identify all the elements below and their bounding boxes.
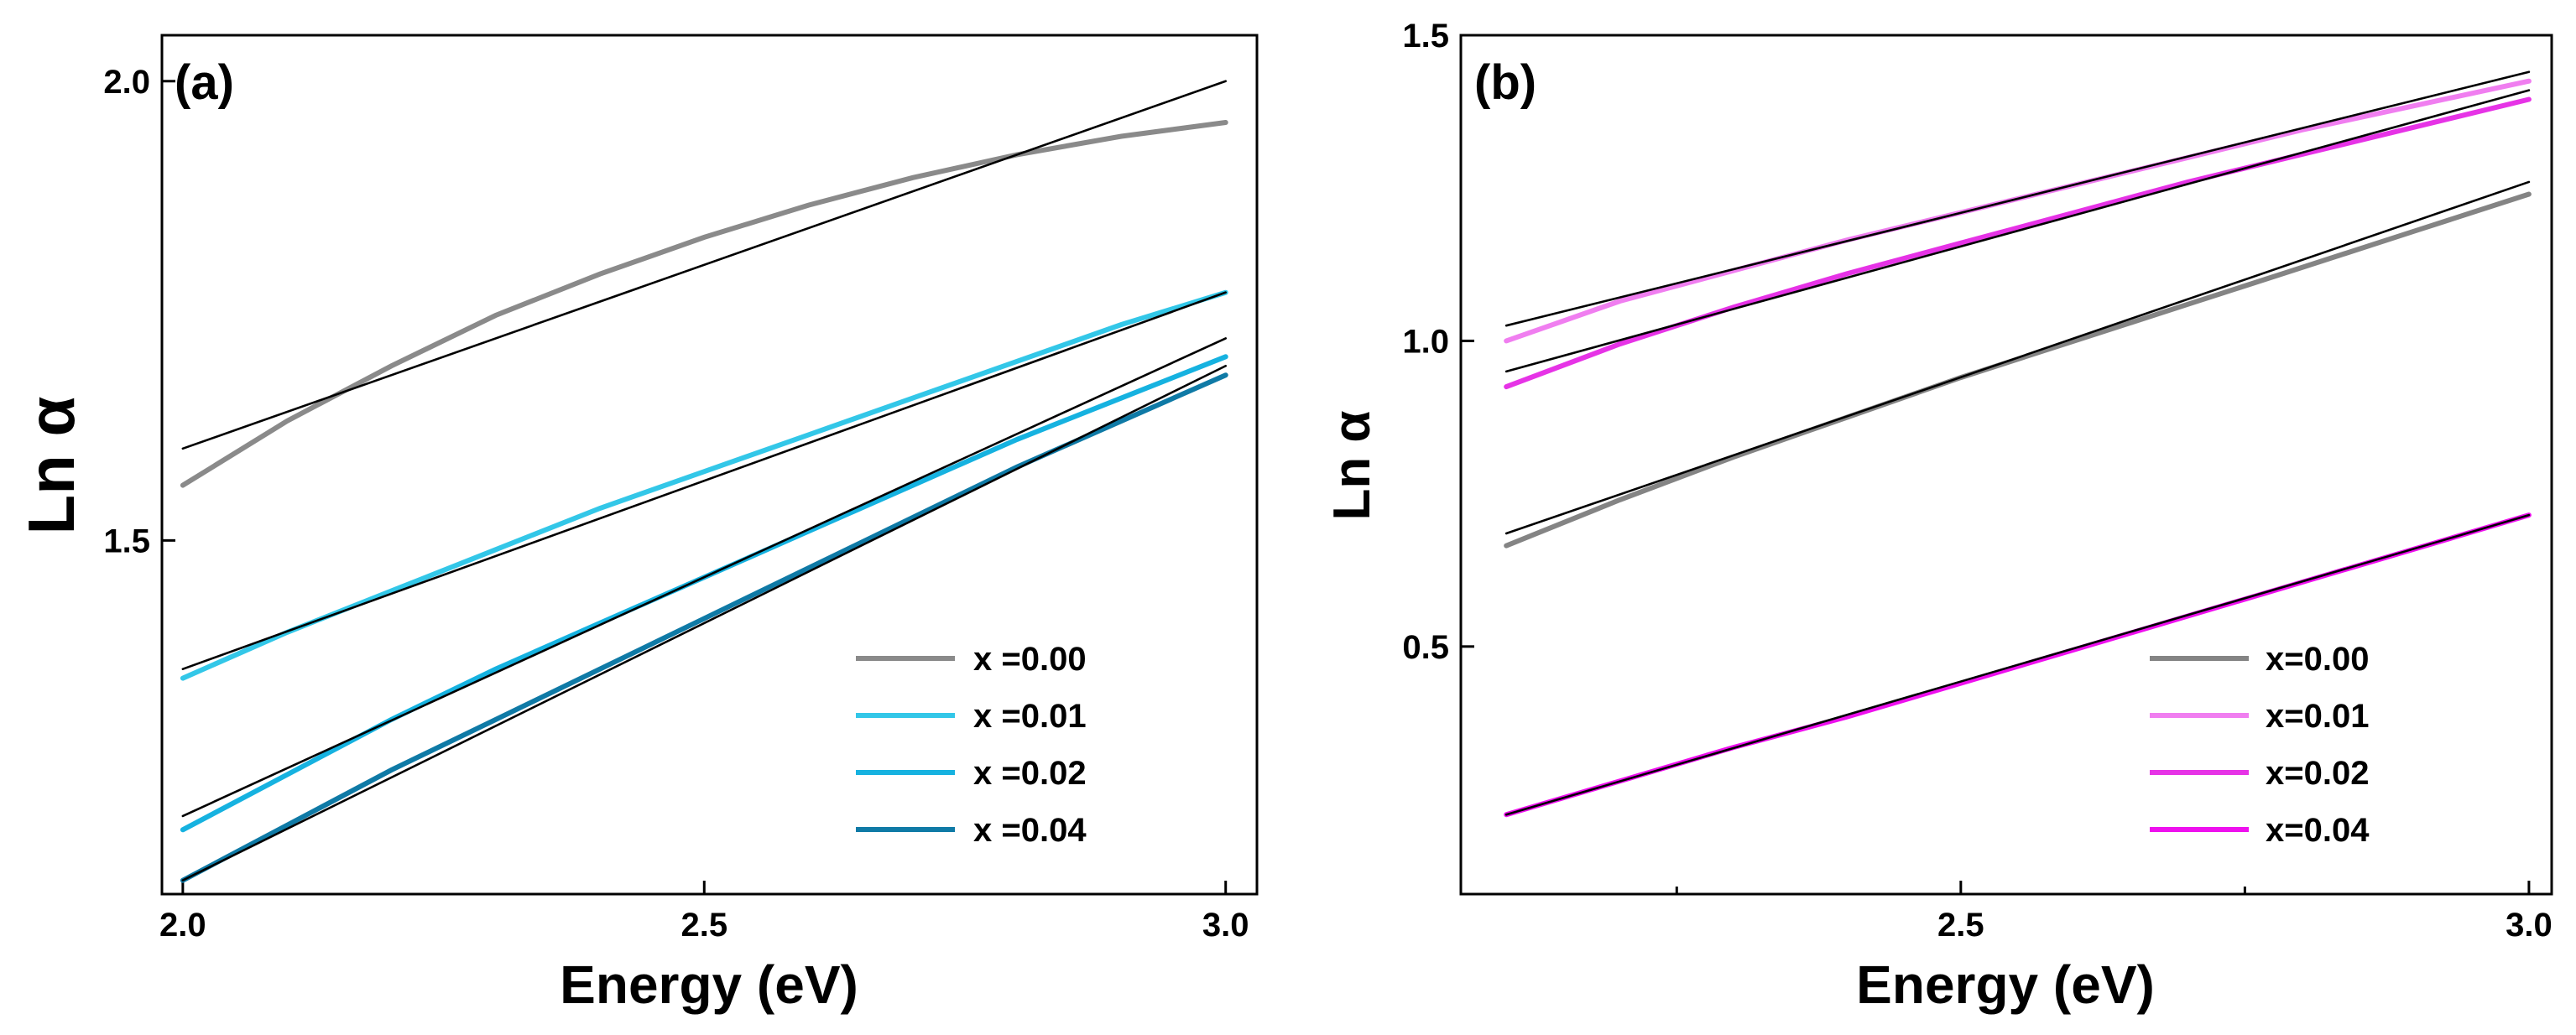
x-tick-label: 2.0 bbox=[159, 907, 206, 944]
legend-label-2: x =0.01 bbox=[973, 698, 1087, 735]
y-tick-label: 0.5 bbox=[1402, 629, 1449, 666]
panel-b-legend: x=0.00 x=0.01 x=0.02 x=0.04 bbox=[2150, 641, 2370, 849]
legend-label-3: x =0.02 bbox=[973, 755, 1087, 792]
fit-line-1 bbox=[181, 80, 1228, 450]
fit-line-2 bbox=[181, 291, 1228, 670]
panel-a-legend: x =0.00 x =0.01 x =0.02 x =0.04 bbox=[856, 641, 1087, 849]
series-line-2 bbox=[1504, 78, 2532, 344]
fit-line-4 bbox=[1504, 513, 2531, 816]
legend-label-1: x =0.00 bbox=[973, 641, 1087, 678]
panel-a-x-axis-label: Energy (eV) bbox=[560, 954, 858, 1015]
y-tick-label: 1.0 bbox=[1402, 323, 1449, 360]
x-tick-label: 2.5 bbox=[1937, 907, 1984, 944]
panel-a-plot-frame bbox=[160, 34, 1259, 896]
series-line-2 bbox=[180, 289, 1228, 681]
panel-b-series bbox=[1504, 78, 2532, 818]
y-tick-label: 2.0 bbox=[103, 64, 150, 101]
legend-label-2: x=0.01 bbox=[2266, 698, 2369, 735]
panel-b-fit-lines bbox=[1504, 70, 2531, 816]
series-line-1 bbox=[180, 120, 1228, 488]
panel-a-label: (a) bbox=[175, 55, 234, 110]
panel-b-x-axis-label: Energy (eV) bbox=[1856, 954, 2155, 1015]
x-tick-label: 3.0 bbox=[2506, 907, 2553, 944]
panel-a-fit-lines bbox=[181, 80, 1228, 882]
legend-label-3: x=0.02 bbox=[2266, 755, 2369, 792]
y-tick-label: 1.5 bbox=[1402, 18, 1449, 55]
panel-a-ticks: 2.0 2.5 3.0 1.5 2.0 bbox=[103, 64, 1249, 944]
panel-b: 2.5 3.0 0.5 1.0 1.5 (b) Energy (eV) Ln α x=0… bbox=[1323, 18, 2553, 1015]
x-tick-label: 2.5 bbox=[681, 907, 727, 944]
fit-line-4 bbox=[181, 364, 1228, 882]
panel-a: 2.0 2.5 3.0 1.5 2.0 (a) Energy (eV) Ln α x =… bbox=[14, 34, 1259, 1015]
x-tick-label: 3.0 bbox=[1202, 907, 1249, 944]
panel-b-label: (b) bbox=[1474, 55, 1536, 110]
legend-label-1: x=0.00 bbox=[2266, 641, 2369, 678]
series-line-1 bbox=[1504, 191, 2532, 549]
panel-a-y-axis-label: Ln α bbox=[14, 396, 88, 534]
legend-label-4: x=0.04 bbox=[2266, 812, 2370, 849]
panel-b-plot-frame bbox=[1459, 34, 2553, 896]
legend-label-4: x =0.04 bbox=[973, 812, 1087, 849]
fit-line-2 bbox=[1504, 70, 2531, 327]
y-tick-label: 1.5 bbox=[103, 523, 150, 559]
panel-b-ticks: 2.5 3.0 0.5 1.0 1.5 bbox=[1402, 18, 2552, 944]
fit-line-1 bbox=[1504, 180, 2531, 535]
panel-b-y-axis-label: Ln α bbox=[1323, 410, 1381, 520]
series-line-4 bbox=[180, 372, 1228, 883]
fit-line-3 bbox=[181, 337, 1228, 818]
fit-line-3 bbox=[1504, 89, 2531, 373]
